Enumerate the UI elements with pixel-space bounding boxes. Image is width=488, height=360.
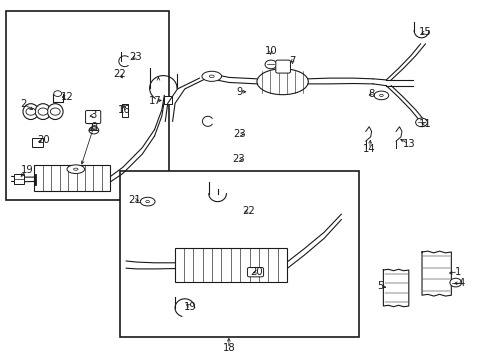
Ellipse shape — [202, 71, 221, 81]
Ellipse shape — [209, 75, 214, 77]
Bar — [122, 104, 128, 117]
Ellipse shape — [67, 165, 84, 174]
Text: 2: 2 — [20, 99, 27, 109]
Text: 20: 20 — [250, 267, 263, 277]
Text: 6: 6 — [90, 122, 97, 132]
Text: 18: 18 — [222, 343, 235, 354]
Text: 23: 23 — [232, 154, 244, 165]
Ellipse shape — [140, 197, 155, 206]
Text: 19: 19 — [184, 302, 197, 312]
Ellipse shape — [47, 104, 63, 120]
Circle shape — [449, 278, 461, 287]
Bar — [32, 138, 42, 147]
Text: 22: 22 — [113, 69, 126, 79]
Ellipse shape — [23, 104, 39, 120]
Text: 13: 13 — [402, 139, 414, 149]
Text: 23: 23 — [129, 51, 142, 62]
Bar — [6, 11, 168, 200]
Bar — [174, 248, 286, 282]
Bar — [163, 96, 171, 104]
Ellipse shape — [256, 69, 307, 95]
Text: 11: 11 — [418, 119, 431, 129]
Ellipse shape — [73, 168, 78, 170]
Text: 19: 19 — [20, 165, 33, 175]
Text: 5: 5 — [376, 281, 383, 291]
Bar — [120, 171, 359, 337]
Text: 21: 21 — [128, 195, 141, 205]
FancyBboxPatch shape — [275, 60, 290, 73]
Text: 17: 17 — [149, 96, 162, 106]
Text: 1: 1 — [454, 267, 461, 277]
Ellipse shape — [379, 94, 383, 96]
Text: 9: 9 — [236, 87, 243, 97]
Ellipse shape — [145, 201, 149, 203]
Text: 20: 20 — [38, 135, 50, 145]
Bar — [34, 165, 110, 191]
Bar — [14, 174, 24, 184]
Circle shape — [89, 127, 99, 134]
FancyBboxPatch shape — [247, 267, 263, 277]
Text: 10: 10 — [264, 46, 277, 56]
Text: 12: 12 — [61, 92, 74, 102]
Circle shape — [26, 108, 36, 115]
Circle shape — [50, 108, 60, 115]
Text: 14: 14 — [363, 144, 375, 154]
Text: 4: 4 — [458, 278, 464, 288]
Text: 8: 8 — [368, 89, 374, 99]
FancyBboxPatch shape — [85, 111, 101, 123]
Circle shape — [415, 118, 427, 127]
Circle shape — [38, 108, 48, 115]
Text: 21: 21 — [87, 123, 100, 133]
Ellipse shape — [35, 104, 51, 120]
Text: 16: 16 — [118, 105, 131, 115]
Text: 23: 23 — [233, 129, 245, 139]
Text: 3: 3 — [91, 110, 97, 120]
Circle shape — [264, 60, 276, 69]
Text: 22: 22 — [242, 206, 254, 216]
Text: 7: 7 — [288, 56, 295, 66]
Text: 15: 15 — [418, 27, 431, 37]
Ellipse shape — [373, 91, 388, 100]
Circle shape — [54, 91, 61, 96]
